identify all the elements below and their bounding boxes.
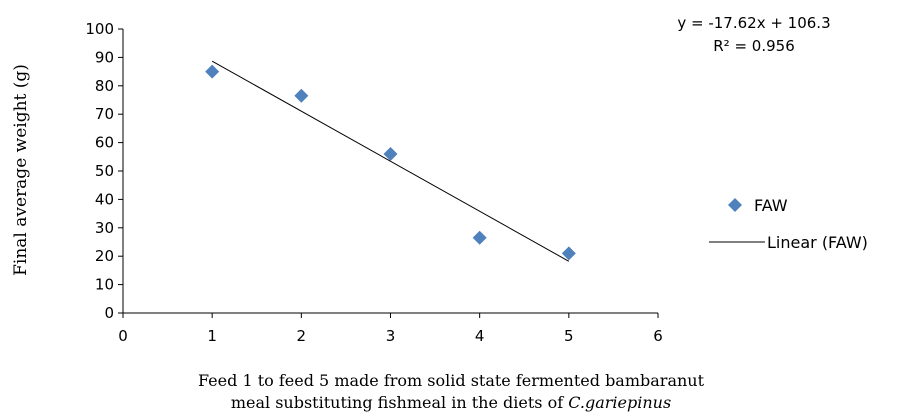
y-tick-label: 100 <box>85 20 114 38</box>
data-point-diamond <box>294 88 309 103</box>
y-tick-label: 80 <box>95 77 114 95</box>
y-tick-label: 90 <box>95 48 114 66</box>
x-axis-title-line2-text: meal substituting fishmeal in the diets … <box>231 393 568 412</box>
species-name: C.gariepinus <box>568 393 671 412</box>
legend-series-label: FAW <box>754 196 788 215</box>
y-tick-label: 60 <box>95 134 114 152</box>
y-ticks: 0 10 20 30 40 50 60 70 80 90 100 <box>85 20 123 322</box>
x-tick-label: 4 <box>475 327 485 345</box>
x-tick-label: 2 <box>297 327 307 345</box>
data-point-diamond <box>383 146 398 161</box>
y-tick-label: 20 <box>95 247 114 265</box>
x-ticks: 0 1 2 3 4 5 6 <box>118 313 663 345</box>
data-points <box>205 64 576 261</box>
y-tick-label: 10 <box>95 276 114 294</box>
legend-diamond-icon <box>728 198 742 212</box>
data-point-diamond <box>472 230 487 245</box>
trendline-equation: y = -17.62x + 106.3 <box>677 14 830 32</box>
y-tick-label: 70 <box>95 105 114 123</box>
trendline <box>211 60 570 262</box>
x-axis-title-line1: Feed 1 to feed 5 made from solid state f… <box>198 371 705 390</box>
data-point-diamond <box>561 246 576 261</box>
legend-trendline-label: Linear (FAW) <box>767 233 868 252</box>
data-point-diamond <box>205 64 220 79</box>
y-tick-label: 50 <box>95 162 114 180</box>
y-axis-title: Final average weight (g) <box>11 64 31 276</box>
legend: FAW Linear (FAW) <box>709 196 868 252</box>
x-tick-label: 5 <box>564 327 574 345</box>
x-tick-label: 6 <box>653 327 663 345</box>
trendline-group <box>211 60 570 262</box>
axes: 0 10 20 30 40 50 60 70 80 90 100 0 1 2 3 4 5 6 <box>85 20 662 345</box>
x-axis-title-line2: meal substituting fishmeal in the diets … <box>231 393 671 412</box>
x-tick-label: 1 <box>207 327 217 345</box>
y-tick-label: 40 <box>95 190 114 208</box>
y-tick-label: 30 <box>95 219 114 237</box>
r-squared-label: R² = 0.956 <box>713 37 794 55</box>
x-tick-label: 3 <box>386 327 396 345</box>
x-tick-label: 0 <box>118 327 128 345</box>
y-tick-label: 0 <box>104 304 114 322</box>
